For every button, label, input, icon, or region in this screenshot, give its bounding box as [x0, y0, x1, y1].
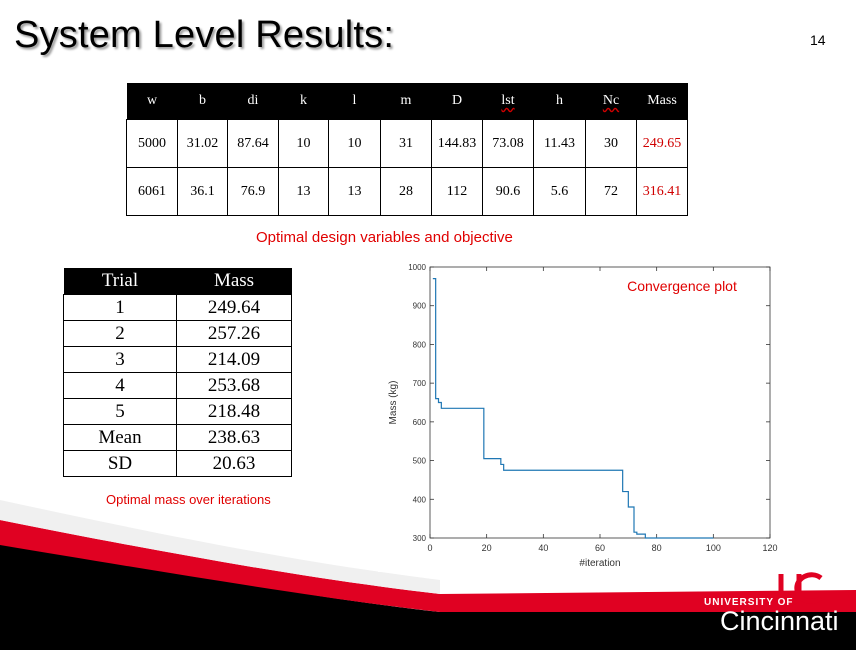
uc-logo-mark: [778, 572, 823, 606]
trial-table-caption: Optimal mass over iterations: [106, 492, 271, 507]
table-cell: 1: [63, 294, 177, 321]
slide-title: System Level Results:: [14, 14, 395, 56]
x-tick-label: 120: [762, 543, 777, 553]
table-cell: 10: [278, 119, 329, 168]
table-cell: 144.83: [431, 119, 483, 168]
table-row: 1 249.64: [63, 294, 292, 321]
convergence-chart: 0 20 40 60 80 100 120 300 400 500 600 700 800 900 1000…: [388, 263, 778, 569]
table-row: Mean 238.63: [63, 424, 292, 451]
table-cell: 5.6: [533, 167, 586, 216]
x-tick-label: 60: [595, 543, 605, 553]
chart-title: Convergence plot: [627, 278, 737, 294]
table-cell: 3: [63, 346, 177, 373]
plot-area: [429, 266, 771, 539]
table-cell: 253.68: [176, 372, 292, 399]
header-lst: lst: [482, 83, 534, 120]
header-l: l: [328, 83, 381, 120]
table-cell: 112: [431, 167, 483, 216]
table-cell: 5000: [126, 119, 178, 168]
header-m: m: [380, 83, 432, 120]
x-tick-label: 80: [652, 543, 662, 553]
table-row: SD 20.63: [63, 450, 292, 477]
table-row: 6061 36.1 76.9 13 13 28 112 90.6 5.6 72 …: [126, 167, 688, 216]
y-axis-label: Mass (kg): [388, 381, 399, 425]
table-cell: 31: [380, 119, 432, 168]
y-tick-label: 600: [413, 418, 427, 427]
design-variables-table: w b di k l m D lst h Nc Mass 5000 31.02 …: [126, 83, 688, 216]
table-cell: 238.63: [176, 424, 292, 451]
slide-number: 14: [810, 32, 826, 48]
y-tick-label: 700: [413, 379, 427, 388]
table-cell: 5: [63, 398, 177, 425]
y-tick-label: 800: [413, 340, 427, 349]
table-cell: 218.48: [176, 398, 292, 425]
table-cell: 87.64: [227, 119, 279, 168]
y-tick-label: 900: [413, 302, 427, 311]
header-Nc: Nc: [585, 83, 637, 120]
table-cell: 36.1: [177, 167, 228, 216]
table-row: 2 257.26: [63, 320, 292, 347]
table-cell: 76.9: [227, 167, 279, 216]
table-row: 4 253.68: [63, 372, 292, 399]
x-tick-label: 100: [706, 543, 721, 553]
design-table-header-row: w b di k l m D lst h Nc Mass: [126, 83, 688, 120]
mass-cell: 249.65: [636, 119, 688, 168]
table-cell: 4: [63, 372, 177, 399]
x-tick-label: 40: [538, 543, 548, 553]
header-mass: Mass: [636, 83, 688, 120]
table-cell: 20.63: [176, 450, 292, 477]
table-cell: 249.64: [176, 294, 292, 321]
table-cell: 2: [63, 320, 177, 347]
table-cell: SD: [63, 450, 177, 477]
table-cell: 11.43: [533, 119, 586, 168]
table-cell: 13: [278, 167, 329, 216]
table-cell: 90.6: [482, 167, 534, 216]
logo-university-text: UNIVERSITY OF: [704, 597, 794, 608]
header-trial: Trial: [63, 268, 177, 295]
trial-mass-table: Trial Mass 1 249.64 2 257.26 3 214.09 4 253.…: [63, 268, 292, 477]
table-cell: 214.09: [176, 346, 292, 373]
x-tick-label: 20: [482, 543, 492, 553]
header-di: di: [227, 83, 279, 120]
series-line: [432, 278, 714, 539]
header-h: h: [533, 83, 586, 120]
table-cell: 31.02: [177, 119, 228, 168]
header-D: D: [431, 83, 483, 120]
y-tick-label: 300: [413, 534, 427, 543]
table-row: 5000 31.02 87.64 10 10 31 144.83 73.08 1…: [126, 119, 688, 168]
y-tick-label: 1000: [408, 263, 426, 272]
table-cell: 10: [328, 119, 381, 168]
trial-table-header-row: Trial Mass: [63, 268, 292, 295]
convergence-chart-container: 0 20 40 60 80 100 120 300 400 500 600 700 800 900 1000…: [378, 258, 814, 572]
table-cell: Mean: [63, 424, 177, 451]
header-k: k: [278, 83, 329, 120]
table-cell: 13: [328, 167, 381, 216]
table-row: 3 214.09: [63, 346, 292, 373]
header-w: w: [126, 83, 178, 120]
x-tick-label: 0: [427, 543, 432, 553]
table-row: 5 218.48: [63, 398, 292, 425]
y-tick-label: 500: [413, 457, 427, 466]
table-cell: 257.26: [176, 320, 292, 347]
y-tick-label: 400: [413, 495, 427, 504]
table-cell: 73.08: [482, 119, 534, 168]
table-cell: 28: [380, 167, 432, 216]
header-mass: Mass: [176, 268, 292, 295]
table-cell: 30: [585, 119, 637, 168]
table-cell: 6061: [126, 167, 178, 216]
design-table-caption: Optimal design variables and objective: [256, 229, 513, 246]
mass-cell: 316.41: [636, 167, 688, 216]
header-b: b: [177, 83, 228, 120]
x-axis-label: #iteration: [579, 558, 620, 569]
logo-city-text: Cincinnati: [720, 606, 839, 636]
table-cell: 72: [585, 167, 637, 216]
